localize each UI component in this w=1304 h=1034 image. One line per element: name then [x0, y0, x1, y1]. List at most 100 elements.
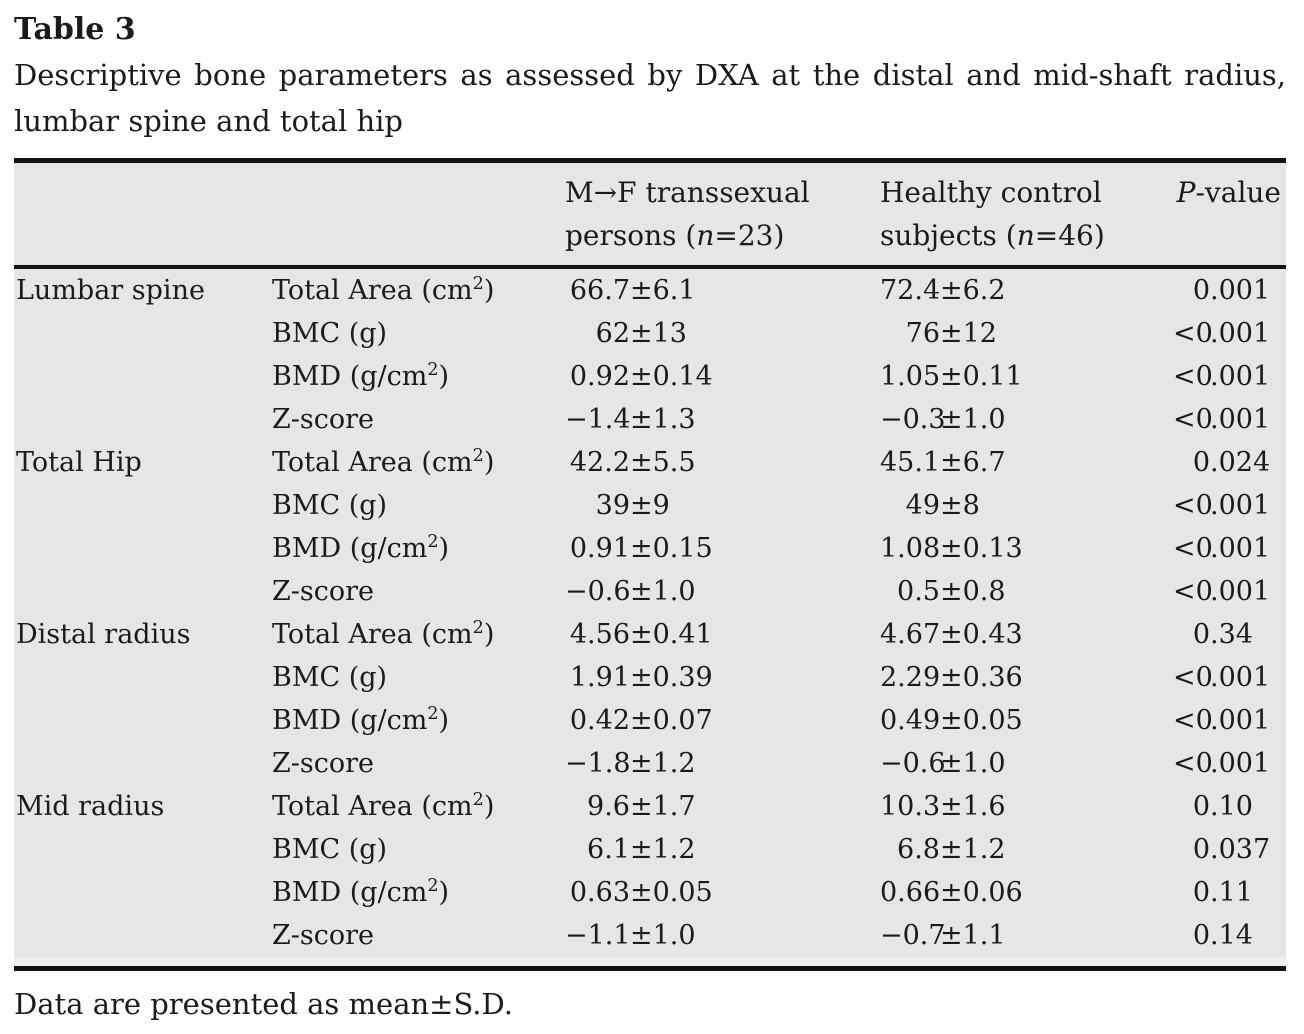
- site-label-cell: Total Hip: [16, 447, 142, 478]
- table-row: BMC (g) 6.1±1.2 6.8±1.2 0.037: [14, 828, 1286, 871]
- parameter-label-cell: Z-score: [272, 404, 375, 435]
- table-row: BMC (g) 1.91±0.39 2.29±0.36 <0.001: [14, 656, 1286, 699]
- table-row: Lumbar spine Total Area (cm2) 66.7±6.1 72.4…: [14, 267, 1286, 312]
- transsexual-value-cell: 0.91±0.15: [569, 533, 713, 564]
- parameter-label-cell: BMD (g/cm2): [272, 532, 450, 564]
- pvalue-cell: 0.14: [1192, 920, 1253, 951]
- control-value-cell: 72.4±6.2: [880, 275, 1006, 306]
- site-label-cell: [14, 828, 270, 871]
- transsexual-value-cell: 9.6±1.7: [587, 791, 696, 822]
- parameter-label-cell: BMD (g/cm2): [272, 704, 450, 736]
- control-value-cell: 2.29±0.36: [880, 662, 1023, 693]
- table-row: BMD (g/cm2) 0.63±0.05 0.66±0.06 0.11: [14, 871, 1286, 914]
- parameter-label-cell: Z-score: [272, 576, 375, 607]
- site-label-cell: [14, 570, 270, 613]
- table-label: Table 3: [14, 12, 136, 47]
- parameter-label-cell: Total Area (cm2): [272, 446, 495, 478]
- control-value-cell: 49±8: [905, 490, 980, 521]
- control-value-cell: 6.8±1.2: [897, 834, 1006, 865]
- site-label-cell: [14, 914, 270, 957]
- site-label-cell: [14, 742, 270, 785]
- control-value-cell: 45.1±6.7: [880, 447, 1006, 478]
- parameter-label-cell: BMC (g): [272, 490, 388, 521]
- transsexual-value-cell: 0.42±0.07: [569, 705, 713, 736]
- control-value-cell: 76±12: [905, 318, 997, 349]
- parameter-label-cell: Z-score: [272, 920, 375, 951]
- site-label-cell: [14, 312, 270, 355]
- table-row: Z-score −1.1±1.0 −0.7±1.1 0.14: [14, 914, 1286, 957]
- group1-line1: M→F transsexual: [565, 176, 810, 209]
- control-value-cell: 10.3±1.6: [880, 791, 1006, 822]
- parameter-label-cell: BMC (g): [272, 318, 388, 349]
- parameter-label-cell: Total Area (cm2): [272, 274, 495, 306]
- site-label-cell: [14, 527, 270, 570]
- transsexual-value-cell: −0.6±1.0: [565, 576, 696, 607]
- control-value-cell: 1.05±0.11: [880, 361, 1023, 392]
- parameter-label-cell: Total Area (cm2): [272, 618, 495, 650]
- control-value-cell: −0.7±1.1: [880, 920, 1006, 951]
- control-value-cell: 0.49±0.05: [880, 705, 1023, 736]
- transsexual-value-cell: −1.4±1.3: [565, 404, 696, 435]
- col-header-parameter: [270, 160, 565, 269]
- table-body: Lumbar spine Total Area (cm2) 66.7±6.1 72.4…: [14, 267, 1286, 969]
- col-header-control-group: Healthy control subjects (n=46): [880, 160, 1173, 269]
- site-label-cell: Mid radius: [16, 791, 165, 822]
- table-row: Total Hip Total Area (cm2) 42.2±5.5 45.1±6.…: [14, 441, 1286, 484]
- col-header-pvalue: P-value: [1173, 160, 1286, 269]
- control-value-cell: 0.5±0.8: [897, 576, 1006, 607]
- pvalue-cell: 0.11: [1192, 877, 1253, 908]
- site-label-cell: Distal radius: [16, 619, 191, 650]
- table-row: Distal radius Total Area (cm2) 4.56±0.41 4.…: [14, 613, 1286, 656]
- transsexual-value-cell: 39±9: [595, 490, 670, 521]
- group1-line2: persons (n=23): [565, 219, 785, 252]
- pvalue-cell: 0.024: [1192, 447, 1271, 478]
- pvalue-cell: 0.037: [1192, 834, 1271, 865]
- transsexual-value-cell: 6.1±1.2: [587, 834, 696, 865]
- site-label-cell: [14, 398, 270, 441]
- table-row: Z-score −1.8±1.2 −0.6±1.0 <0.001: [14, 742, 1286, 785]
- table-row: BMD (g/cm2) 0.42±0.07 0.49±0.05 <0.001: [14, 699, 1286, 742]
- site-label-cell: Lumbar spine: [16, 275, 205, 306]
- control-value-cell: −0.6±1.0: [880, 748, 1006, 779]
- pvalue-cell: 0.001: [1192, 275, 1271, 306]
- site-label-cell: [14, 699, 270, 742]
- parameter-label-cell: Z-score: [272, 748, 375, 779]
- group2-line2: subjects (n=46): [880, 219, 1105, 252]
- pvalue-cell: <0.001: [1173, 705, 1271, 736]
- parameter-label-cell: Total Area (cm2): [272, 790, 495, 822]
- header-row: M→F transsexual persons (n=23) Healthy c…: [14, 160, 1286, 269]
- parameter-label-cell: BMC (g): [272, 662, 388, 693]
- transsexual-value-cell: 42.2±5.5: [569, 447, 696, 478]
- site-label-cell: [14, 484, 270, 527]
- col-header-transsexual-group: M→F transsexual persons (n=23): [565, 160, 880, 269]
- table-row: BMC (g) 62±13 76±12 <0.001: [14, 312, 1286, 355]
- pvalue-cell: 0.34: [1192, 619, 1253, 650]
- control-value-cell: 1.08±0.13: [880, 533, 1023, 564]
- caption-line-1: Descriptive bone parameters as assessed …: [14, 58, 1286, 92]
- data-table: M→F transsexual persons (n=23) Healthy c…: [14, 158, 1286, 971]
- transsexual-value-cell: −1.8±1.2: [565, 748, 696, 779]
- pvalue-cell: <0.001: [1173, 318, 1271, 349]
- transsexual-value-cell: 66.7±6.1: [569, 275, 696, 306]
- table-row: Z-score −1.4±1.3 −0.3±1.0 <0.001: [14, 398, 1286, 441]
- control-value-cell: 4.67±0.43: [880, 619, 1023, 650]
- transsexual-value-cell: 0.63±0.05: [569, 877, 713, 908]
- transsexual-value-cell: 1.91±0.39: [569, 662, 713, 693]
- table-footnote: Data are presented as mean±S.D.: [14, 987, 513, 1021]
- pvalue-cell: <0.001: [1173, 748, 1271, 779]
- table-row: BMD (g/cm2) 0.91±0.15 1.08±0.13 <0.001: [14, 527, 1286, 570]
- transsexual-value-cell: 62±13: [595, 318, 687, 349]
- site-label-cell: [14, 656, 270, 699]
- transsexual-value-cell: 4.56±0.41: [569, 619, 713, 650]
- pvalue-cell: <0.001: [1173, 662, 1271, 693]
- control-value-cell: −0.3±1.0: [880, 404, 1006, 435]
- site-label-cell: [14, 871, 270, 914]
- pvalue-cell: <0.001: [1173, 533, 1271, 564]
- table-row: Mid radius Total Area (cm2) 9.6±1.7 10.3±1.…: [14, 785, 1286, 828]
- col-header-site: [14, 160, 270, 269]
- parameter-label-cell: BMD (g/cm2): [272, 360, 450, 392]
- control-value-cell: 0.66±0.06: [880, 877, 1023, 908]
- pvalue-cell: <0.001: [1173, 404, 1271, 435]
- pvalue-cell: <0.001: [1173, 490, 1271, 521]
